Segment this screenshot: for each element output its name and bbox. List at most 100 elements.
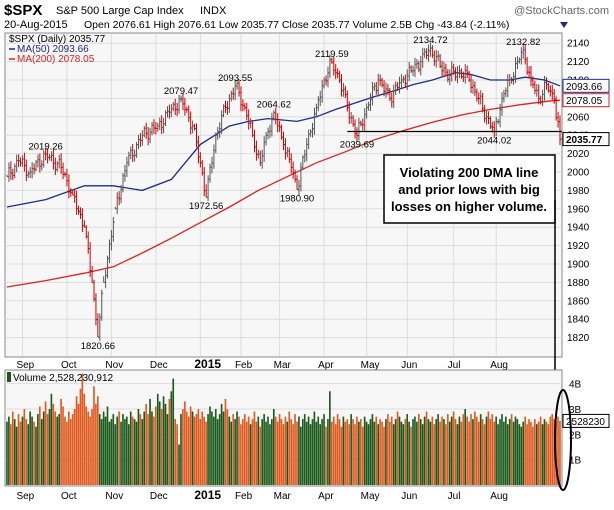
volume-bar	[410, 426, 412, 485]
price-x-tick: Jul	[448, 360, 461, 371]
volume-bar	[35, 426, 37, 485]
volume-bar	[276, 421, 279, 485]
volume-bar	[242, 419, 244, 485]
volume-bar	[294, 414, 296, 485]
legend-ma200: MA(200) 2078.05	[17, 54, 95, 65]
volume-bar	[135, 421, 138, 485]
volume-bar	[371, 414, 374, 485]
volume-bar	[50, 393, 53, 485]
volume-bar	[133, 419, 136, 485]
volume-bar	[218, 414, 221, 485]
volume-bar	[433, 424, 436, 485]
volume-bar	[518, 424, 521, 485]
volume-bar	[348, 424, 351, 485]
price-x-tick: Oct	[61, 360, 77, 371]
volume-bar	[408, 421, 410, 485]
price-data-label: 2039.69	[340, 139, 374, 150]
price-x-tick: Nov	[105, 360, 123, 371]
volume-bar	[214, 409, 217, 485]
volume-bar	[284, 416, 287, 485]
volume-bar	[58, 414, 60, 485]
volume-bar	[251, 419, 254, 485]
volume-bar	[323, 414, 325, 485]
volume-bar	[116, 416, 118, 485]
volume-bar	[93, 386, 95, 485]
volume-bar	[160, 409, 163, 485]
volume-bar	[126, 416, 128, 485]
volume-bar	[112, 414, 115, 485]
volume-bar	[62, 406, 64, 485]
price-y-tick: 2140	[567, 39, 590, 50]
volume-bar	[489, 419, 492, 485]
volume-bar	[466, 416, 468, 485]
volume-x-tick: 2015	[194, 488, 221, 502]
volume-bar	[282, 424, 285, 485]
volume-bar	[149, 398, 151, 485]
volume-bar	[185, 411, 188, 485]
volume-y-tick: 3B	[569, 405, 582, 416]
volume-bar	[153, 416, 155, 485]
volume-y-axis: 1B 2B 3B 4B 2528230	[562, 380, 610, 467]
volume-bar	[400, 421, 403, 485]
legend-volume: Volume 2,528,230,912	[13, 373, 114, 384]
volume-bar	[131, 416, 134, 485]
price-data-labels: 2019.26 1820.66 2079.47 1972.56 2093.55 2064.…	[28, 35, 540, 352]
volume-bar	[182, 409, 184, 485]
volume-bar	[479, 414, 482, 485]
annotation-line-1: Violating 200 DMA line	[400, 165, 539, 180]
price-y-tick: 1880	[567, 278, 590, 289]
volume-bar	[363, 416, 366, 485]
volume-bar	[85, 406, 88, 485]
volume-bar	[155, 406, 157, 485]
volume-bar	[387, 414, 389, 485]
volume-bar	[23, 409, 26, 485]
volume-bar	[243, 414, 246, 485]
volume-bar	[503, 421, 505, 485]
price-data-label: 2044.02	[477, 136, 511, 147]
volume-bar	[325, 426, 327, 485]
volume-bar	[286, 421, 289, 485]
volume-bar	[481, 419, 484, 485]
price-y-tick: 1960	[567, 204, 590, 215]
price-y-tick: 1860	[567, 296, 590, 307]
volume-bar	[427, 419, 430, 485]
volume-bar	[197, 409, 200, 485]
annotation-line-3: losses on higher volume.	[391, 199, 547, 214]
price-data-label: 2132.82	[506, 37, 540, 48]
price-data-label: 1972.56	[189, 201, 223, 212]
volume-bar	[216, 419, 219, 485]
volume-bar	[261, 419, 263, 485]
volume-bar	[255, 421, 258, 485]
volume-bar	[193, 416, 196, 485]
volume-bar	[313, 411, 316, 485]
value-tag-text: 2078.05	[566, 96, 603, 107]
volume-bar	[462, 414, 465, 485]
volume-bar	[497, 424, 499, 485]
volume-bar	[419, 419, 422, 485]
price-x-tick: Dec	[150, 360, 168, 371]
volume-bar	[56, 416, 59, 485]
price-y-tick: 2020	[567, 149, 590, 160]
volume-bar	[269, 424, 271, 485]
volume-bar	[541, 424, 544, 485]
volume-bar	[417, 414, 420, 485]
volume-bar	[369, 419, 372, 485]
volume-bar	[201, 411, 204, 485]
volume-bar	[475, 416, 478, 485]
value-tag-box	[562, 78, 610, 93]
volume-bar	[66, 421, 68, 485]
value-tags: 2093.66 2078.05 2035.77	[562, 78, 610, 147]
volume-bar	[402, 424, 405, 485]
price-y-tick: 1900	[567, 260, 590, 271]
volume-bar	[79, 388, 82, 485]
volume-bar	[89, 416, 91, 485]
volume-bar	[373, 421, 376, 485]
volume-bar	[334, 424, 337, 485]
description: S&P 500 Large Cap Index	[56, 5, 184, 17]
volume-bar	[327, 419, 329, 485]
volume-bar	[108, 421, 111, 485]
volume-bar	[477, 421, 480, 485]
volume-bar	[170, 391, 173, 485]
volume-value-tag-box	[562, 413, 610, 428]
